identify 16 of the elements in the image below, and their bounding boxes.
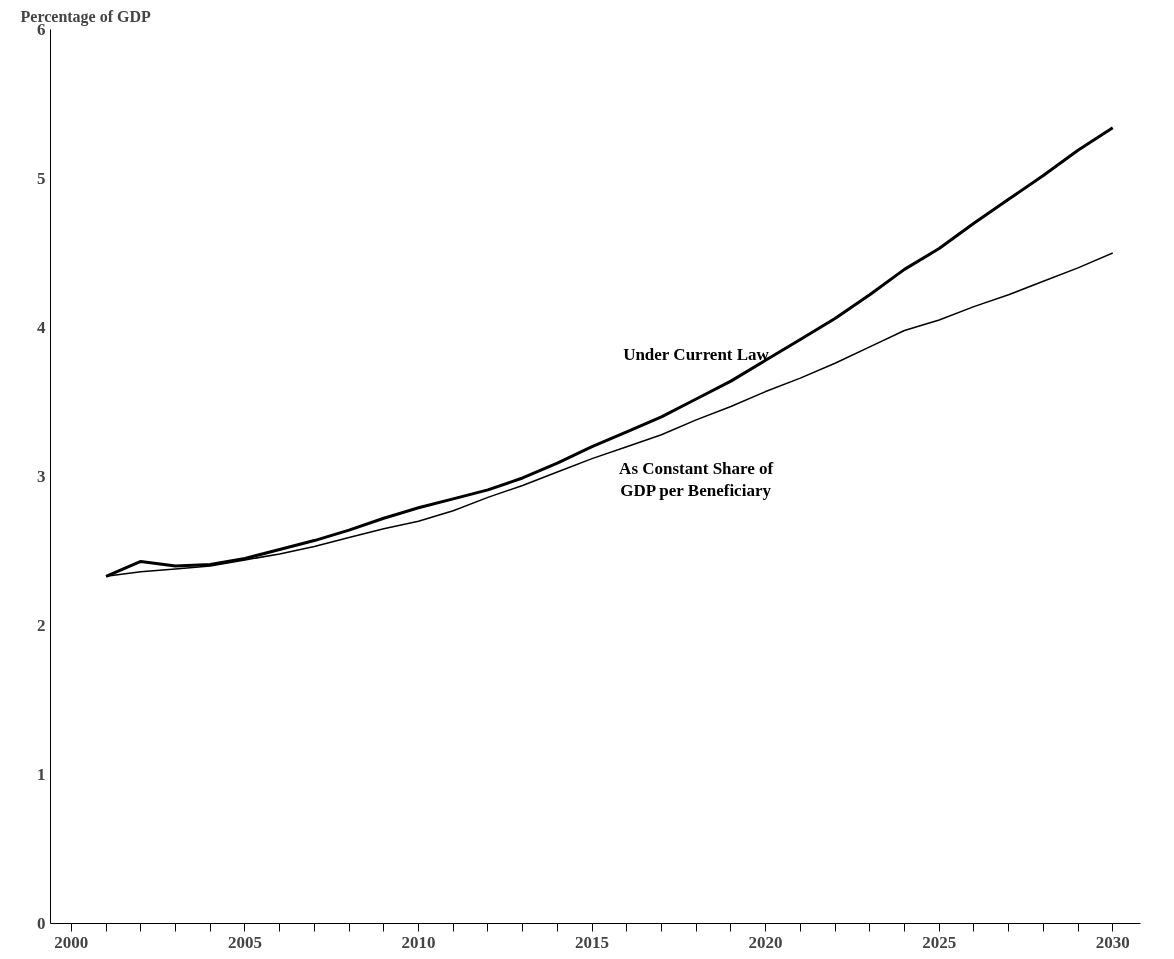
- x-tick-label: 2010: [401, 932, 436, 952]
- x-tick-label: 2015: [575, 932, 610, 952]
- y-tick-label: 1: [37, 765, 46, 784]
- series-label: Under Current Law: [623, 344, 770, 364]
- y-tick-label: 4: [37, 318, 46, 337]
- x-tick-label: 2005: [227, 932, 262, 952]
- x-tick-label: 2025: [922, 932, 957, 952]
- x-tick-label: 2020: [748, 932, 783, 952]
- y-tick-label: 3: [37, 467, 46, 486]
- x-tick-label: 2000: [54, 932, 89, 952]
- y-tick-label: 0: [37, 914, 46, 933]
- x-tick-label: 2030: [1095, 932, 1130, 952]
- y-tick-label: 2: [37, 616, 46, 635]
- y-axis-title: Percentage of GDP: [20, 7, 152, 26]
- series-label: As Constant Share of GDP per Beneficiary: [619, 458, 774, 501]
- y-tick-label: 5: [37, 169, 46, 188]
